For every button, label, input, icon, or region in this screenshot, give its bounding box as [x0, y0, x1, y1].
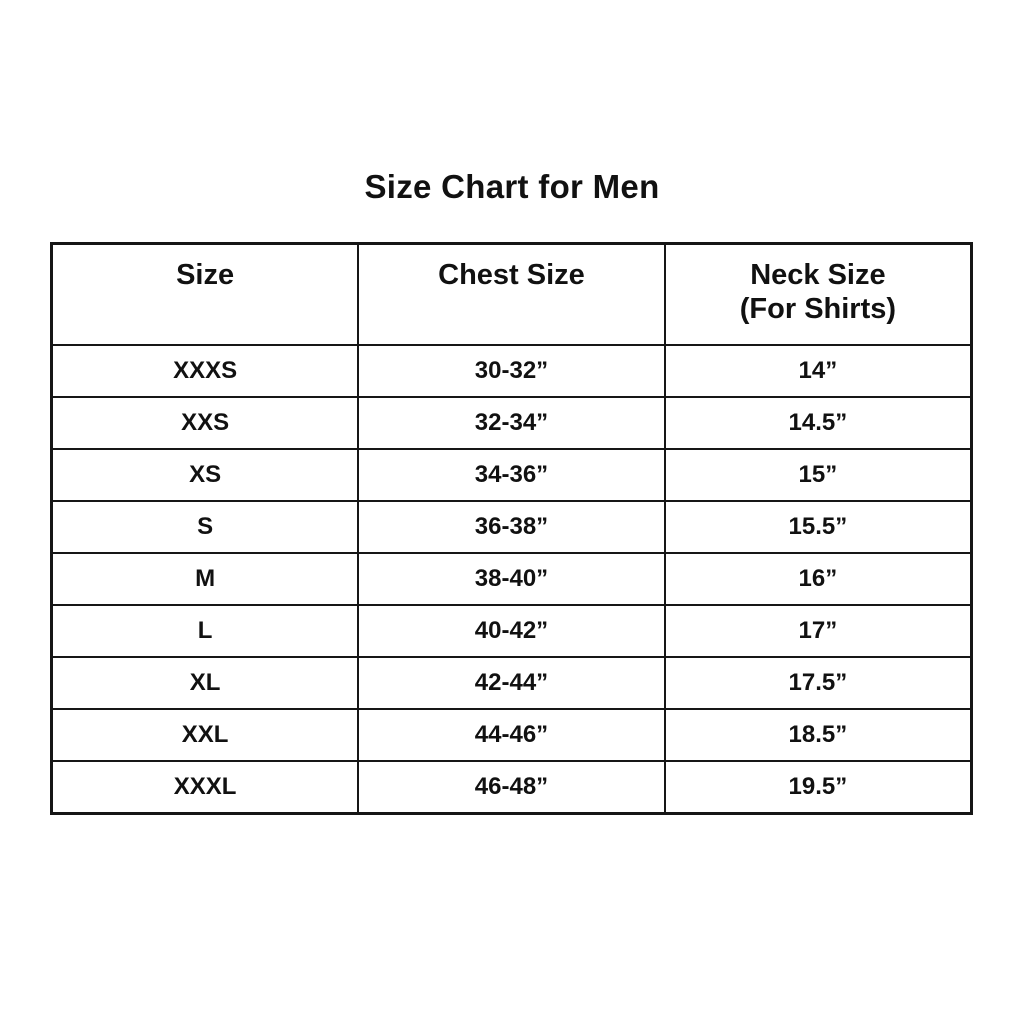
table-cell: XXL — [50, 708, 360, 762]
table-header-row: Size Chest Size Neck Size (For Shirts) — [50, 242, 973, 346]
table-row: XXS 32-34” 14.5” — [50, 396, 973, 450]
table-cell: 40-42” — [357, 604, 666, 658]
table-cell: 17” — [663, 604, 973, 658]
table-cell: M — [50, 552, 360, 606]
table-row: XXL 44-46” 18.5” — [50, 708, 973, 762]
table-body: XXXS 30-32” 14” XXS 32-34” 14.5” XS 34-36” 15” S 3… — [50, 344, 973, 815]
table-cell: 38-40” — [357, 552, 666, 606]
table-cell: XXXL — [50, 760, 360, 815]
table-header: Size Chest Size Neck Size (For Shirts) — [50, 242, 973, 346]
table-row: XS 34-36” 15” — [50, 448, 973, 502]
table-cell: XL — [50, 656, 360, 710]
table-cell: 32-34” — [357, 396, 666, 450]
size-chart-table: Size Chest Size Neck Size (For Shirts) XXXS… — [50, 242, 973, 815]
table-cell: XS — [50, 448, 360, 502]
table-cell: 42-44” — [357, 656, 666, 710]
table-cell: 16” — [663, 552, 973, 606]
table-cell: 34-36” — [357, 448, 666, 502]
table-cell: 30-32” — [357, 344, 666, 398]
table-cell: L — [50, 604, 360, 658]
table-cell: 14” — [663, 344, 973, 398]
table-row: M 38-40” 16” — [50, 552, 973, 606]
column-header: Neck Size (For Shirts) — [663, 242, 973, 346]
table-cell: 14.5” — [663, 396, 973, 450]
table-cell: XXS — [50, 396, 360, 450]
table-cell: 36-38” — [357, 500, 666, 554]
page-title: Size Chart for Men — [364, 168, 660, 205]
table-cell: 15.5” — [663, 500, 973, 554]
column-header: Size — [50, 242, 360, 346]
table-row: XXXS 30-32” 14” — [50, 344, 973, 398]
table-cell: S — [50, 500, 360, 554]
table-row: XXXL 46-48” 19.5” — [50, 760, 973, 815]
table-cell: 19.5” — [663, 760, 973, 815]
column-header: Chest Size — [357, 242, 666, 346]
table-cell: XXXS — [50, 344, 360, 398]
table-cell: 46-48” — [357, 760, 666, 815]
table-cell: 44-46” — [357, 708, 666, 762]
table-cell: 18.5” — [663, 708, 973, 762]
table-cell: 15” — [663, 448, 973, 502]
table-row: L 40-42” 17” — [50, 604, 973, 658]
table-row: XL 42-44” 17.5” — [50, 656, 973, 710]
table-cell: 17.5” — [663, 656, 973, 710]
table-row: S 36-38” 15.5” — [50, 500, 973, 554]
